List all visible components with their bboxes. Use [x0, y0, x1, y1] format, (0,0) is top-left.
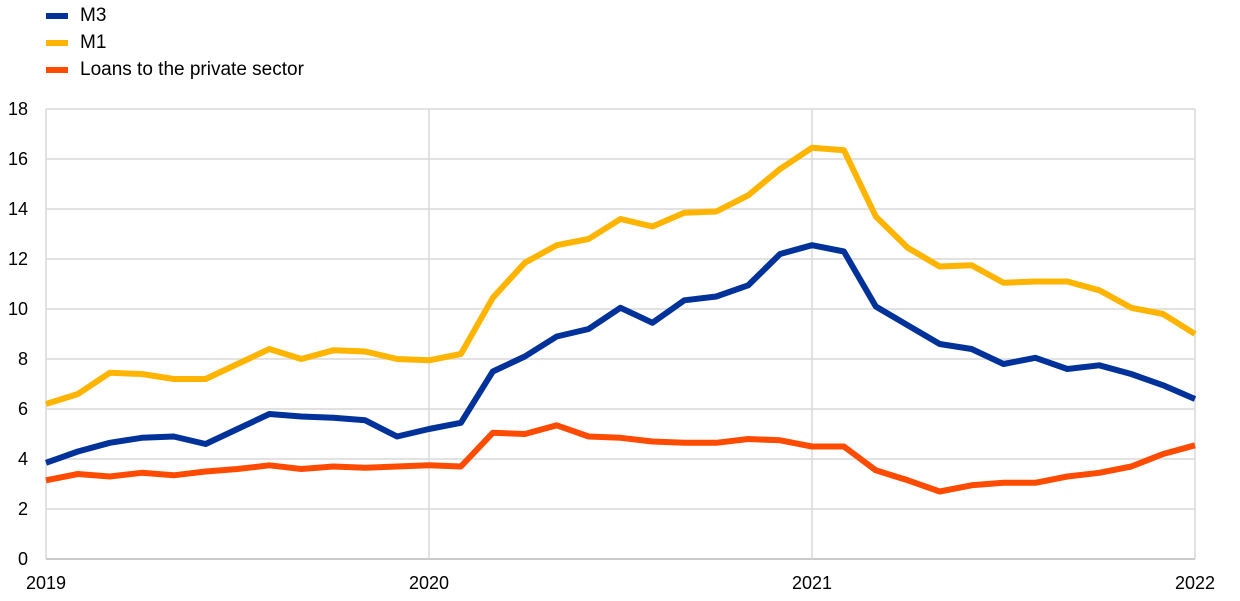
- legend-label: M1: [80, 31, 107, 53]
- y-tick-label: 2: [18, 499, 28, 519]
- legend-item-m3: M3: [46, 2, 304, 29]
- y-tick-label: 0: [18, 549, 28, 569]
- x-tick-label: 2019: [26, 573, 66, 593]
- y-tick-label: 14: [8, 199, 28, 219]
- legend-swatch: [46, 66, 68, 73]
- legend: M3 M1 Loans to the private sector: [46, 2, 304, 83]
- x-tick-label: 2020: [409, 573, 449, 593]
- series-line-loans-to-the-private-sector: [45, 422, 1196, 495]
- y-tick-label: 6: [18, 399, 28, 419]
- y-tick-label: 10: [8, 299, 28, 319]
- y-tick-label: 18: [8, 99, 28, 119]
- legend-label: Loans to the private sector: [80, 58, 304, 80]
- x-tick-label: 2021: [792, 573, 832, 593]
- y-axis: 0 2 4 6 8 10 12 14 16 18: [8, 99, 28, 569]
- y-tick-label: 8: [18, 349, 28, 369]
- x-axis: 2019 2020 2021 2022: [26, 573, 1215, 593]
- legend-item-loans: Loans to the private sector: [46, 56, 304, 83]
- series-lines: [44, 144, 1197, 495]
- legend-swatch: [46, 12, 68, 19]
- y-tick-label: 12: [8, 249, 28, 269]
- y-tick-label: 16: [8, 149, 28, 169]
- series-line-m3: [44, 242, 1197, 466]
- legend-item-m1: M1: [46, 29, 304, 56]
- gridlines: [45, 108, 1196, 560]
- series-line-m1: [45, 144, 1197, 407]
- legend-label: M3: [80, 4, 107, 26]
- y-tick-label: 4: [18, 449, 28, 469]
- legend-swatch: [46, 39, 68, 46]
- x-tick-label: 2022: [1175, 573, 1215, 593]
